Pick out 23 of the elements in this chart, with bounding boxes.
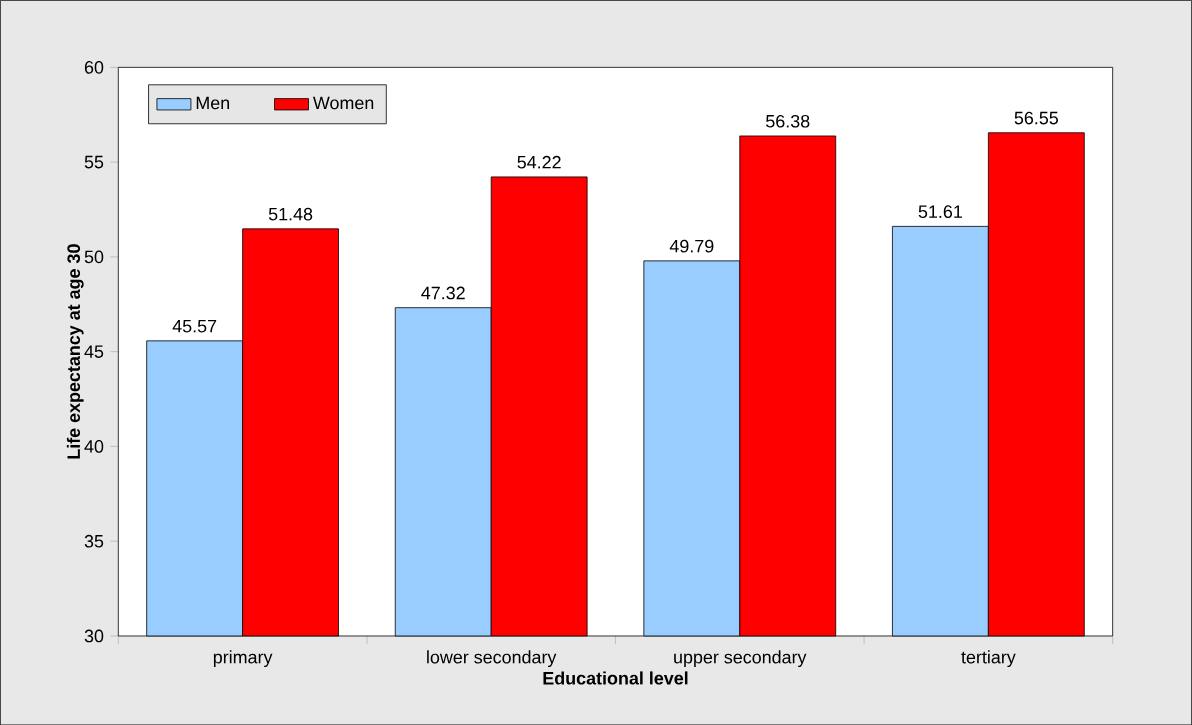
y-tick-label: 30 xyxy=(84,629,104,643)
x-axis-title: Educational level xyxy=(543,671,688,685)
data-label: 51.61 xyxy=(918,205,962,218)
x-tick-label: lower secondary xyxy=(427,650,557,667)
y-axis-title: Life expectancy at age 30 xyxy=(66,244,84,459)
x-tick-label: upper secondary xyxy=(674,650,807,667)
data-label: 56.55 xyxy=(1014,111,1058,125)
x-tick-label: primary xyxy=(213,650,273,667)
legend-label: Men xyxy=(196,96,230,110)
y-tick-label: 50 xyxy=(84,250,104,264)
data-label: 49.79 xyxy=(669,239,714,253)
y-tick-label: 60 xyxy=(84,60,104,74)
y-tick-label: 40 xyxy=(84,439,104,453)
y-tick-label: 35 xyxy=(84,534,104,548)
legend-label: Women xyxy=(313,96,374,110)
data-label: 47.32 xyxy=(421,286,465,300)
data-label: 54.22 xyxy=(517,155,561,169)
data-label: 45.57 xyxy=(172,319,217,333)
data-label: 56.38 xyxy=(766,114,810,128)
data-label: 51.48 xyxy=(268,207,313,221)
y-tick-label: 55 xyxy=(84,155,104,169)
y-tick-label: 45 xyxy=(84,345,104,358)
x-tick-label: tertiary xyxy=(961,650,1016,667)
